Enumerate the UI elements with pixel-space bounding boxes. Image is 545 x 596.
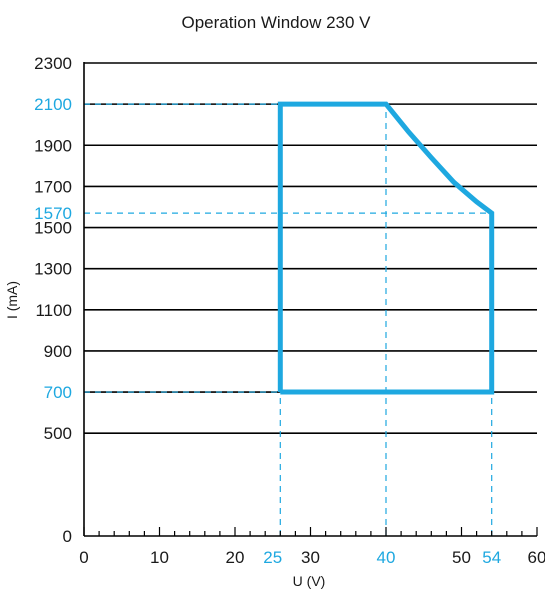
x-tick-label-25: 25	[263, 548, 282, 567]
x-tick-label-30: 30	[301, 548, 320, 567]
chart-title: Operation Window 230 V	[182, 13, 372, 32]
x-tick-label-54: 54	[482, 548, 501, 567]
x-tick-label-0: 0	[79, 548, 88, 567]
y-tick-label-500: 500	[44, 424, 72, 443]
y-tick-label-1500: 1500	[34, 219, 72, 238]
y-tick-label-0: 0	[63, 527, 72, 546]
y-tick-label-1100: 1100	[35, 301, 72, 320]
y-tick-label-2300: 2300	[34, 54, 72, 73]
y-axis-title: I (mA)	[4, 281, 20, 319]
axes	[83, 62, 538, 537]
y-tick-label-1300: 1300	[34, 260, 72, 279]
y-tick-label-1700: 1700	[34, 177, 72, 196]
x-tick-label-50: 50	[452, 548, 471, 567]
y-tick-label-2100: 2100	[34, 95, 72, 114]
y-tick-label-700: 700	[44, 383, 72, 402]
reference-lines	[84, 103, 493, 536]
gridlines	[84, 62, 537, 434]
x-tick-label-10: 10	[150, 548, 169, 567]
x-tick-label-60: 60	[528, 548, 545, 567]
x-tick-label-20: 20	[226, 548, 245, 567]
y-tick-labels: 0 500 900 1100 1300 1500 1700 1900 2300 700 1570 21…	[34, 54, 72, 546]
x-tick-label-40: 40	[377, 548, 396, 567]
y-tick-label-900: 900	[44, 342, 72, 361]
y-tick-label-1570: 1570	[34, 204, 72, 223]
x-axis-title: U (V)	[293, 573, 326, 589]
series-group	[277, 101, 495, 395]
x-tick-labels: 0 10 20 30 50 60 25 40 54	[79, 548, 545, 567]
y-tick-label-1900: 1900	[34, 136, 72, 155]
series-0-outline	[277, 101, 495, 395]
